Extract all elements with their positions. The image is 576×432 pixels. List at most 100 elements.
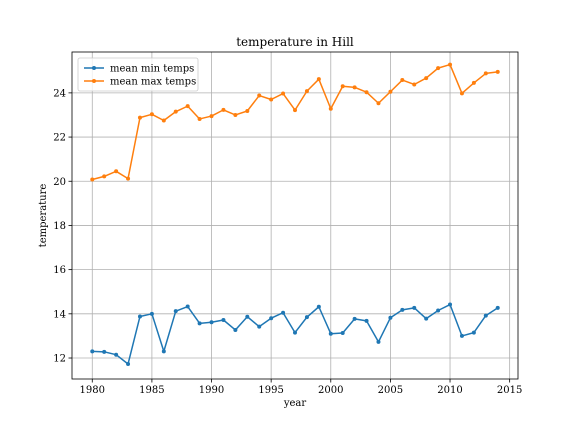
data-point xyxy=(197,116,202,121)
data-point xyxy=(209,320,214,325)
data-point xyxy=(90,177,95,182)
data-point xyxy=(304,89,309,94)
data-point xyxy=(352,85,357,90)
data-point xyxy=(173,109,178,114)
data-point xyxy=(185,304,190,309)
data-point xyxy=(126,361,131,366)
data-point xyxy=(173,309,178,314)
legend-box xyxy=(77,57,199,92)
data-point xyxy=(245,108,250,113)
data-point xyxy=(269,316,274,321)
data-series xyxy=(90,62,500,366)
data-point xyxy=(126,176,131,181)
y-tick-label: 12 xyxy=(53,354,66,365)
data-point xyxy=(436,66,441,71)
series-1 xyxy=(90,62,500,182)
data-point xyxy=(114,352,119,357)
data-point xyxy=(281,91,286,96)
data-point xyxy=(245,314,250,319)
data-point xyxy=(137,314,142,319)
data-point xyxy=(233,327,238,332)
data-point xyxy=(114,169,119,174)
data-point xyxy=(316,77,321,82)
axis-ticks: 1980 1985 1990 1995 2000 2005 2010 2015 12 14 16 18… xyxy=(53,88,522,396)
data-point xyxy=(102,174,107,179)
data-point xyxy=(412,82,417,87)
data-point xyxy=(281,310,286,315)
data-point xyxy=(316,304,321,309)
data-point xyxy=(412,305,417,310)
data-point xyxy=(495,305,500,310)
data-point xyxy=(471,330,476,335)
data-point xyxy=(340,84,345,89)
data-point xyxy=(388,315,393,320)
legend: mean min temps mean max temps xyxy=(77,57,199,92)
legend-swatch-marker xyxy=(92,79,96,83)
legend-item: mean min temps xyxy=(84,64,194,75)
x-tick-label: 2010 xyxy=(437,385,462,396)
data-point xyxy=(102,349,107,354)
data-point xyxy=(233,112,238,117)
legend-label: mean max temps xyxy=(110,77,196,88)
data-point xyxy=(400,78,405,83)
x-tick-label: 2015 xyxy=(497,385,522,396)
x-axis-label: year xyxy=(283,398,307,409)
data-point xyxy=(161,349,166,354)
data-point xyxy=(483,313,488,318)
data-point xyxy=(436,308,441,313)
data-point xyxy=(448,62,453,67)
grid-lines xyxy=(72,52,518,379)
data-point xyxy=(269,97,274,102)
data-point xyxy=(424,76,429,81)
x-tick-label: 1985 xyxy=(139,385,164,396)
legend-item: mean max temps xyxy=(84,77,196,88)
data-point xyxy=(161,118,166,123)
data-point xyxy=(209,114,214,119)
data-point xyxy=(328,106,333,111)
data-point xyxy=(221,318,226,323)
data-point xyxy=(495,69,500,74)
x-tick-label: 2000 xyxy=(318,385,343,396)
data-point xyxy=(340,331,345,336)
y-tick-label: 16 xyxy=(53,265,66,276)
data-point xyxy=(293,330,297,335)
data-point xyxy=(257,93,262,98)
y-tick-label: 14 xyxy=(53,309,66,320)
y-tick-label: 18 xyxy=(53,221,66,232)
legend-label: mean min temps xyxy=(110,64,194,75)
data-point xyxy=(352,316,357,321)
data-point xyxy=(185,104,190,109)
data-point xyxy=(293,108,297,113)
data-point xyxy=(388,89,393,94)
data-point xyxy=(90,349,95,354)
plot-area xyxy=(71,51,519,380)
x-tick-label: 1990 xyxy=(199,385,224,396)
y-tick-label: 22 xyxy=(53,133,66,144)
data-point xyxy=(197,321,202,326)
data-point xyxy=(304,315,309,320)
x-tick-label: 1995 xyxy=(258,385,283,396)
data-point xyxy=(471,80,476,85)
data-point xyxy=(376,339,381,344)
data-point xyxy=(149,311,154,316)
legend-swatch-marker xyxy=(92,66,96,70)
x-tick-label: 1980 xyxy=(80,385,105,396)
data-point xyxy=(137,115,142,120)
data-point xyxy=(448,302,453,307)
data-point xyxy=(257,324,262,329)
y-tick-label: 24 xyxy=(53,88,66,99)
data-point xyxy=(364,90,369,95)
data-point xyxy=(221,107,226,112)
data-point xyxy=(149,112,154,117)
x-tick-label: 2005 xyxy=(378,385,403,396)
data-point xyxy=(328,331,333,336)
y-tick-label: 20 xyxy=(53,177,66,188)
data-point xyxy=(459,91,464,96)
data-point xyxy=(376,101,381,106)
data-point xyxy=(459,333,464,338)
data-point xyxy=(424,316,429,321)
chart-title: temperature in Hill xyxy=(236,35,354,49)
y-axis-label: temperature xyxy=(38,184,49,248)
series-0 xyxy=(90,302,500,366)
